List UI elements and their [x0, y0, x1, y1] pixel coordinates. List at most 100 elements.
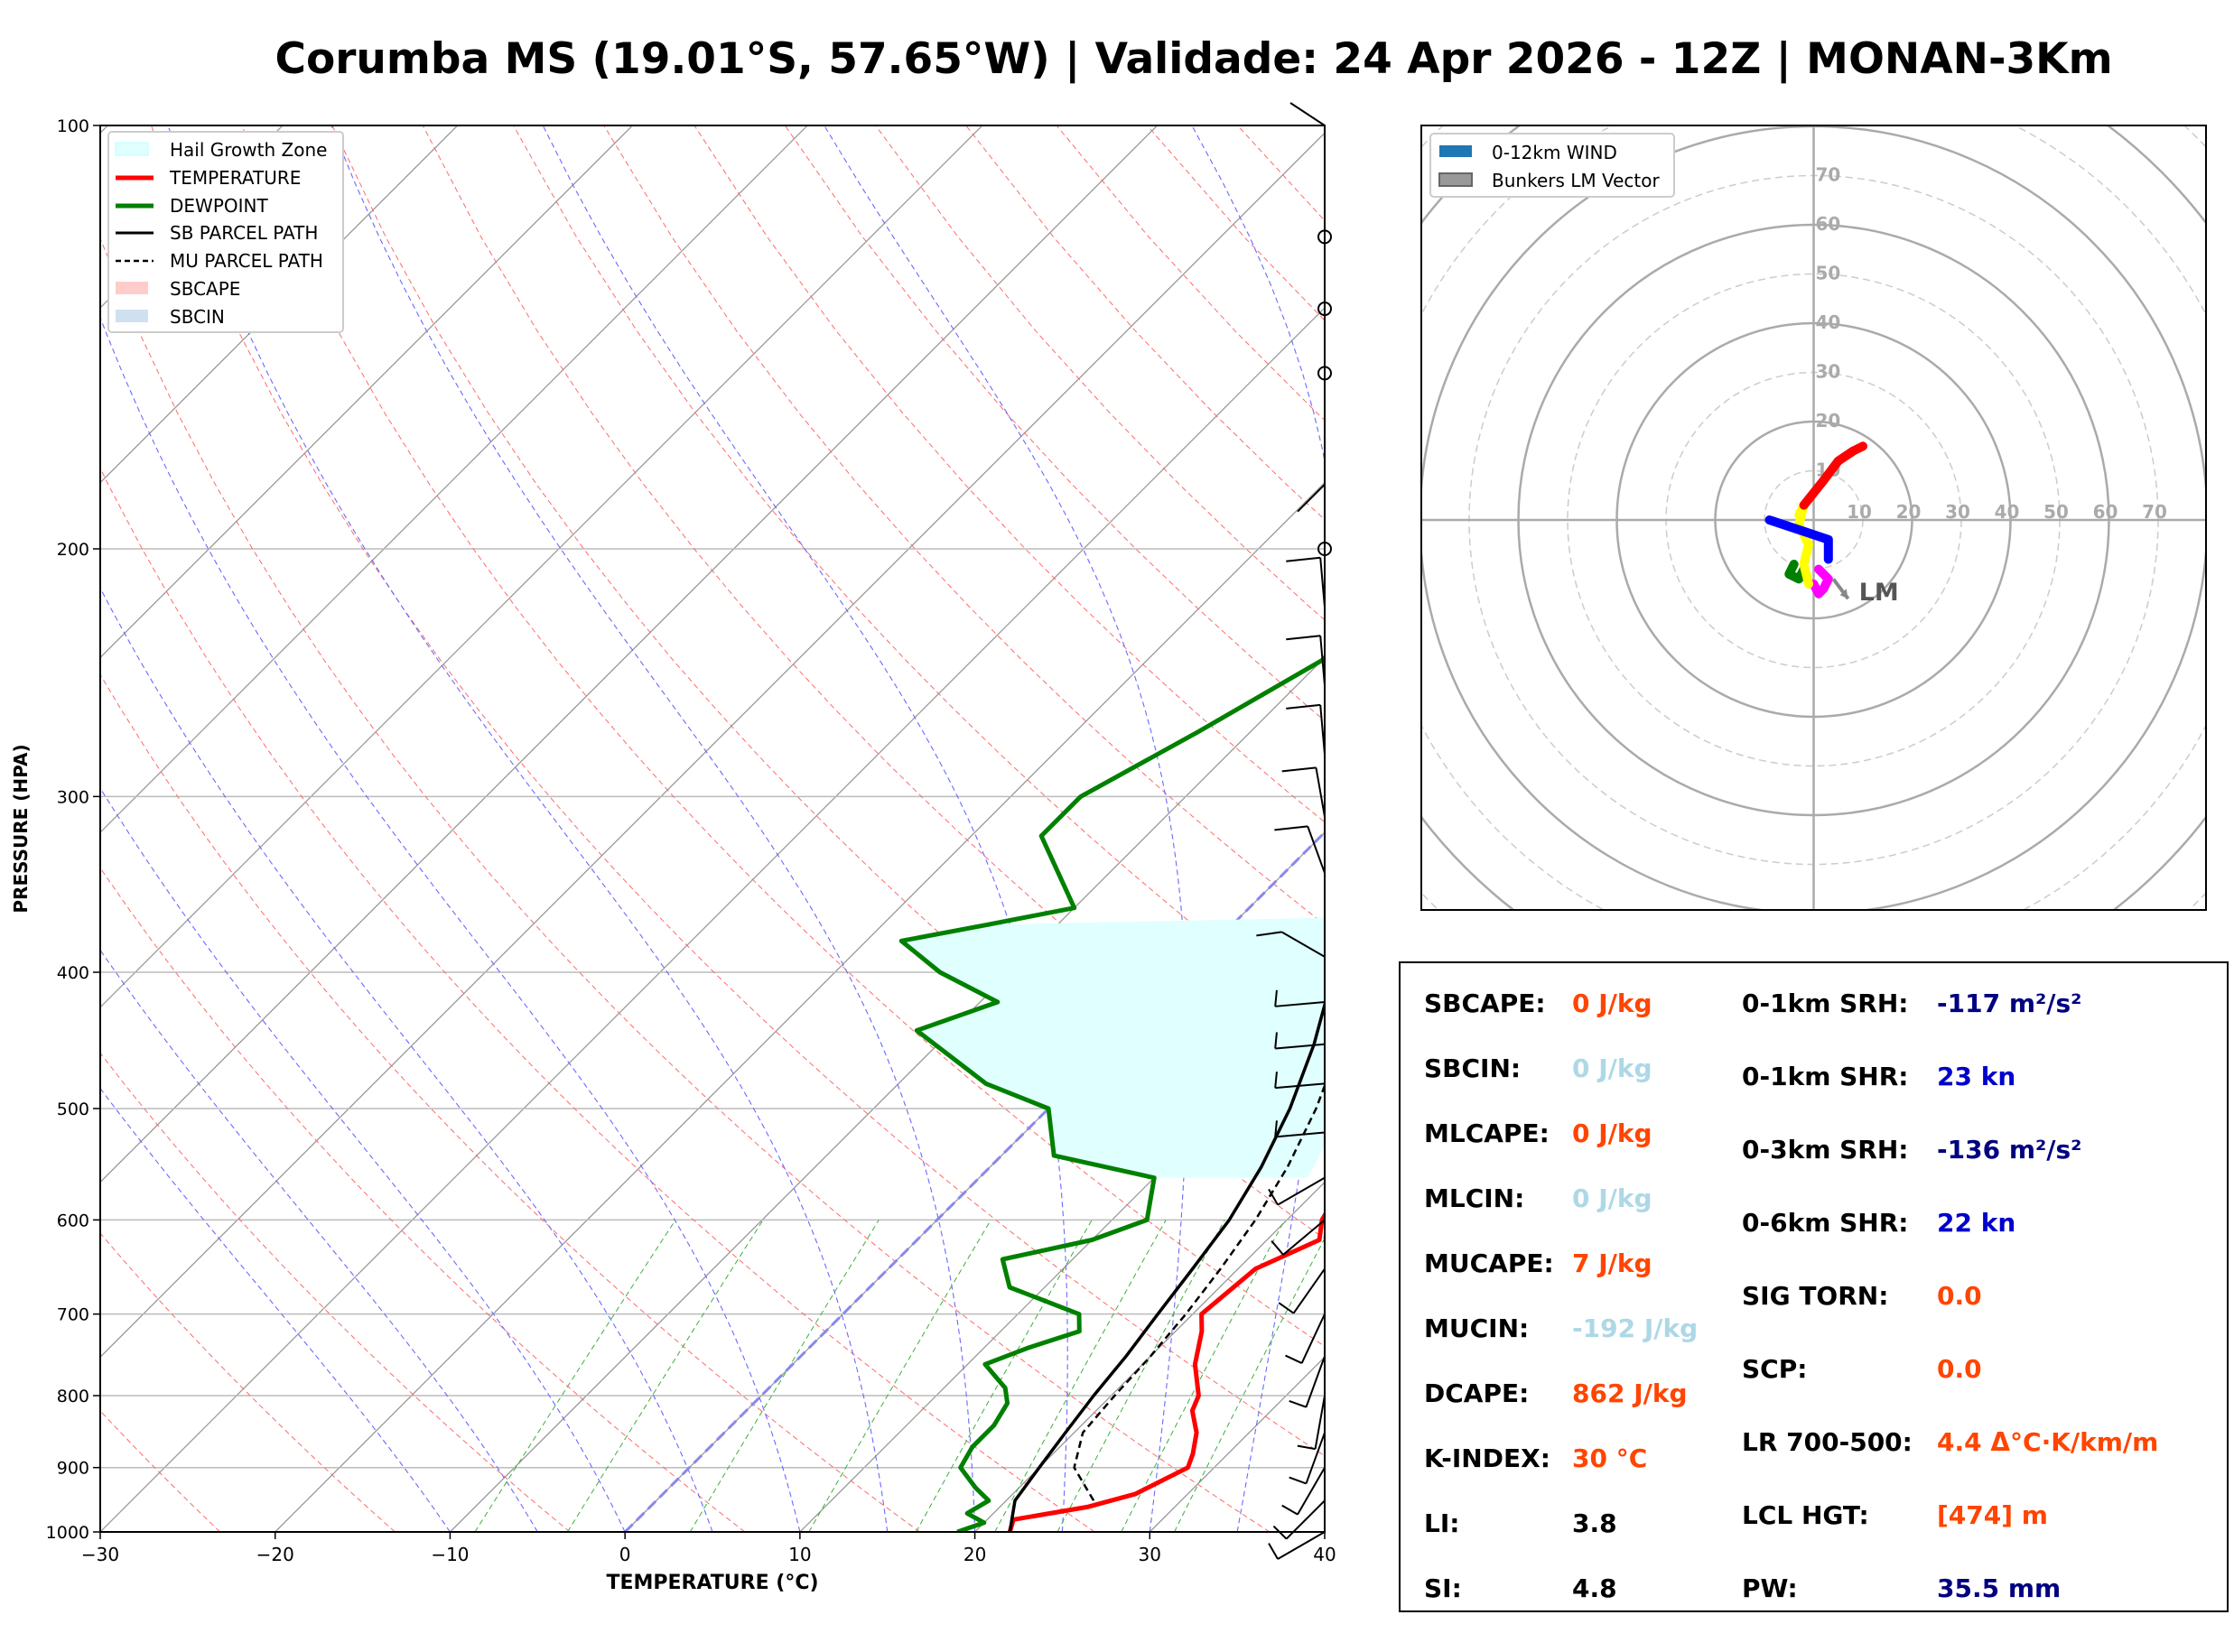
wind-barb-flag [1271, 1239, 1284, 1256]
legend-item: Hail Growth Zone [170, 139, 327, 161]
dry-adiabat [100, 1232, 396, 1532]
wind-barb-flag [1274, 825, 1308, 831]
param-value: 0 J/kg [1572, 1053, 1652, 1083]
hodograph-ring [1421, 125, 2206, 910]
param-value: 22 kn [1937, 1208, 2016, 1238]
mixing-ratio-line [994, 1220, 1167, 1532]
hodograph-segment-0-1km [1809, 564, 1833, 599]
moist-adiabat [167, 125, 889, 1532]
ring-label: 60 [2093, 501, 2118, 523]
skewt-frame [99, 125, 1326, 1533]
wind-barb-flag [1286, 556, 1321, 562]
y-tick-label: 200 [57, 540, 89, 560]
x-tick-label: −10 [431, 1544, 469, 1565]
series-temperature [1007, 1211, 1325, 1532]
wind-barb [1319, 704, 1326, 755]
y-tick-label: 800 [57, 1387, 89, 1406]
legend-item: MU PARCEL PATH [170, 250, 323, 272]
legend-hail-swatch [115, 142, 149, 156]
ring-label: 50 [1816, 263, 1841, 284]
legend-item: TEMPERATURE [169, 167, 301, 189]
moist-adiabat [100, 787, 626, 1532]
param-label: 0-3km SRH: [1742, 1135, 1909, 1165]
isotherm [100, 125, 808, 834]
x-tick-label: 0 [619, 1544, 631, 1565]
mixing-ratio-line [1056, 1220, 1225, 1532]
y-tick-label: 600 [57, 1211, 89, 1230]
x-tick-label: 40 [1313, 1544, 1336, 1565]
x-tick-label: −20 [256, 1544, 294, 1565]
wind-barb-flag [1274, 1120, 1278, 1137]
dry-adiabat [100, 673, 920, 1532]
isotherm [100, 125, 983, 1008]
dry-adiabat [100, 1410, 221, 1532]
bunkers-lm-arrowhead [1839, 589, 1848, 599]
dry-adiabat [100, 467, 1095, 1532]
param-label: 0-1km SHR: [1742, 1062, 1909, 1091]
wind-barb-flag [1256, 931, 1282, 937]
param-label: K-INDEX: [1424, 1443, 1550, 1473]
ring-label: 70 [1816, 164, 1841, 186]
hodograph-legend: 0-12km WIND Bunkers LM Vector [1429, 133, 1675, 198]
wind-barb-flag [1268, 1543, 1279, 1560]
hodograph-segment-6-9km [1764, 515, 1833, 564]
hodograph-segment-1-3km [1784, 560, 1809, 584]
dry-adiabat [100, 867, 746, 1532]
wind-barb-flag [1289, 1399, 1307, 1408]
param-label: LI: [1424, 1508, 1460, 1538]
wind-barb [1285, 1499, 1326, 1540]
param-label: SCP: [1742, 1354, 1808, 1384]
wind-barb [1275, 1131, 1326, 1138]
param-value: 0.0 [1937, 1281, 1982, 1311]
param-label: MUCIN: [1424, 1313, 1530, 1343]
wind-barb-flag [1286, 635, 1321, 641]
moist-adiabat [100, 316, 801, 1532]
isotherm [100, 125, 1159, 1183]
wind-barb [1282, 1219, 1326, 1256]
moist-adiabat [824, 125, 1188, 1532]
param-value: 0 J/kg [1572, 1118, 1652, 1148]
chart-title: Corumba MS (19.01°S, 57.65°W) | Validade… [275, 34, 2113, 84]
dry-adiabat [331, 125, 1325, 1239]
wind-barb [1297, 484, 1326, 513]
param-label: SBCAPE: [1424, 988, 1546, 1018]
calm-wind-circle [1317, 542, 1332, 557]
isotherm [100, 132, 1325, 1359]
param-value: 3.8 [1572, 1508, 1617, 1538]
legend-item: SBCAPE [170, 278, 240, 300]
legend-lm-swatch [1438, 172, 1473, 187]
hodograph-frame [1420, 125, 2207, 911]
param-value: 7 J/kg [1572, 1248, 1652, 1278]
dry-adiabat [100, 237, 1271, 1532]
wind-barb-flag [1272, 1525, 1288, 1540]
ring-label: 40 [1816, 311, 1841, 333]
ring-label: 20 [1816, 410, 1841, 432]
parameters-panel: SBCAPE: 0 J/kg SBCIN: 0 J/kg MLCAPE: 0 J… [1399, 961, 2229, 1612]
param-label: DCAPE: [1424, 1378, 1530, 1408]
wind-barb-flag [1289, 1476, 1307, 1485]
legend-item: Bunkers LM Vector [1492, 170, 1661, 191]
wind-barb-flag [1281, 766, 1317, 773]
param-label: LR 700-500: [1742, 1427, 1913, 1457]
legend-wind-swatch [1439, 145, 1472, 157]
hail-growth-zone-fill [901, 917, 1325, 1178]
hodograph-segment-9-12km [1799, 441, 1867, 510]
param-value: 0 J/kg [1572, 1183, 1652, 1213]
wind-barb-flag [1274, 1072, 1278, 1089]
wind-barb [1275, 1043, 1326, 1050]
x-tick-label: 20 [963, 1544, 986, 1565]
y-tick-label: 300 [57, 787, 89, 807]
calm-wind-circle [1317, 366, 1332, 381]
param-value: [474] m [1937, 1500, 2048, 1530]
moist-adiabat [100, 587, 713, 1532]
param-value: -136 m²/s² [1937, 1135, 2082, 1165]
dry-adiabat [422, 125, 1325, 1134]
isotherm [100, 125, 633, 659]
wind-barb [1307, 826, 1326, 874]
param-value: 4.4 Δ°C·K/km/m [1937, 1427, 2159, 1457]
wind-barb [1275, 1082, 1326, 1090]
param-value: -192 J/kg [1572, 1313, 1699, 1343]
dry-adiabat [241, 125, 1325, 1348]
legend-item: SBCIN [170, 306, 225, 328]
wind-barb-flag [1278, 1302, 1295, 1314]
